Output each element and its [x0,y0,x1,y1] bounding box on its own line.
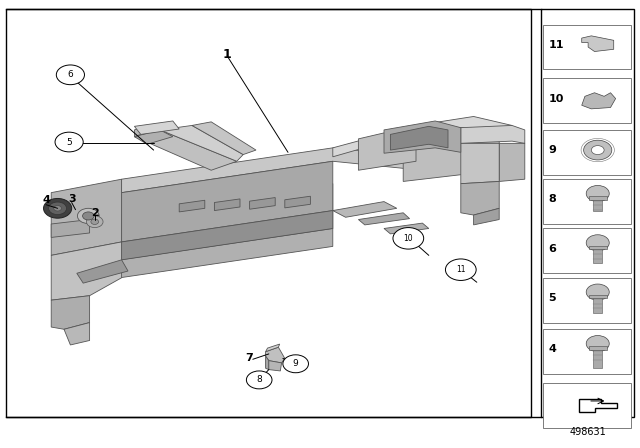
Text: 11: 11 [456,265,465,274]
Polygon shape [122,161,333,242]
Bar [593,298,602,313]
Circle shape [586,235,609,251]
Polygon shape [51,179,122,255]
Bar [543,130,631,175]
Text: 4: 4 [42,195,50,205]
Polygon shape [134,130,173,144]
Bar [589,196,607,200]
Polygon shape [250,198,275,209]
Text: 2: 2 [91,208,99,218]
Polygon shape [51,296,90,329]
Polygon shape [134,121,179,134]
Bar [543,383,631,428]
Text: 6: 6 [548,244,556,254]
Polygon shape [214,199,240,211]
Bar [593,200,602,211]
Circle shape [584,140,612,160]
Circle shape [586,185,609,202]
Text: 10: 10 [548,94,564,103]
Circle shape [246,371,272,389]
Bar [543,179,631,224]
Bar [543,228,631,273]
Bar [543,278,631,323]
Bar [543,25,631,69]
Text: 9: 9 [293,359,298,368]
Text: 3: 3 [68,194,76,204]
Bar [543,329,631,374]
Polygon shape [403,128,499,181]
Polygon shape [582,36,614,52]
Polygon shape [461,181,499,215]
Text: 8: 8 [257,375,262,384]
Text: 1: 1 [223,48,232,61]
Polygon shape [134,125,147,137]
Text: 4: 4 [548,345,556,354]
Polygon shape [333,116,512,157]
Bar [541,9,634,417]
Circle shape [591,146,604,155]
Polygon shape [64,323,90,345]
Bar [543,78,631,123]
Bar [6,9,531,417]
Polygon shape [134,130,237,170]
Polygon shape [160,125,243,161]
Polygon shape [461,125,525,143]
Text: 5: 5 [548,293,556,303]
Polygon shape [266,347,285,363]
Polygon shape [384,121,461,153]
Polygon shape [266,344,280,352]
Bar [593,249,602,263]
Polygon shape [192,122,256,155]
Polygon shape [461,143,499,184]
Bar [589,295,607,298]
Circle shape [49,202,67,215]
Text: 5: 5 [67,138,72,146]
Polygon shape [285,196,310,208]
Text: 8: 8 [548,194,556,204]
Polygon shape [582,93,616,109]
Circle shape [91,219,99,224]
Circle shape [445,259,476,280]
Text: 6: 6 [68,70,73,79]
Circle shape [86,216,103,228]
Circle shape [83,212,94,220]
Circle shape [56,65,84,85]
Polygon shape [51,242,122,300]
Polygon shape [390,126,448,150]
Circle shape [54,206,61,211]
Polygon shape [358,213,410,225]
Polygon shape [51,220,90,237]
Polygon shape [358,125,416,170]
Polygon shape [77,260,128,283]
Polygon shape [266,356,269,370]
Circle shape [55,132,83,152]
Circle shape [283,355,308,373]
Polygon shape [122,148,422,193]
Circle shape [586,336,609,352]
Polygon shape [333,202,397,217]
Text: 10: 10 [403,234,413,243]
Polygon shape [122,211,333,260]
Bar [589,346,607,350]
Circle shape [393,228,424,249]
Circle shape [77,208,99,224]
Text: 7: 7 [246,353,253,363]
Polygon shape [90,184,333,264]
Polygon shape [269,361,282,371]
Polygon shape [90,228,333,282]
Polygon shape [474,208,499,225]
Bar [589,246,607,249]
Polygon shape [384,223,429,234]
Polygon shape [499,143,525,181]
Polygon shape [179,200,205,212]
Text: 11: 11 [548,40,564,50]
Bar [593,350,602,368]
Text: 9: 9 [548,145,556,155]
Circle shape [44,198,72,218]
Circle shape [586,284,609,300]
Text: 498631: 498631 [569,427,606,437]
